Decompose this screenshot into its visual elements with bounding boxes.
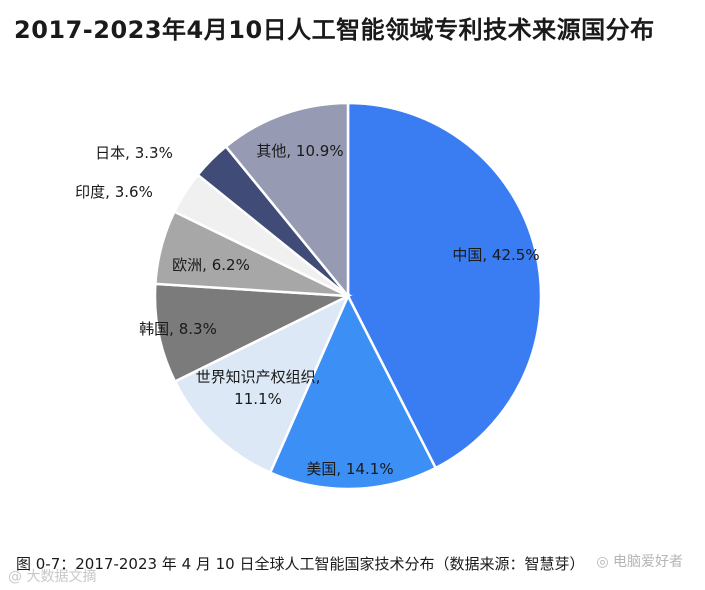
pie-slice-1 — [346, 101, 543, 470]
slice-label-6: 印度, 3.6% — [75, 183, 153, 201]
slice-label-5: 欧洲, 6.2% — [172, 256, 250, 274]
pie-slice-2 — [268, 293, 438, 491]
pie-slice-4 — [153, 282, 353, 384]
slice-label-2: 美国, 14.1% — [306, 460, 393, 478]
figure-caption: 图 0-7：2017-2023 年 4 月 10 日全球人工智能国家技术分布（数… — [16, 555, 585, 573]
watermark-left: @ 大数据文摘 — [8, 569, 97, 585]
chart-title: 2017-2023年4月10日人工智能领域专利技术来源国分布 — [14, 16, 655, 44]
watermark-right: ◎ 电脑爱好者 — [596, 554, 683, 570]
slice-label-8: 其他, 10.9% — [256, 142, 343, 160]
slice-label-1: 中国, 42.5% — [452, 246, 539, 264]
slice-label-3: 世界知识产权组织, 11.1% — [196, 368, 321, 408]
pie-slice-3 — [173, 293, 351, 475]
pie-slice-8 — [224, 101, 350, 300]
slice-label-7: 日本, 3.3% — [95, 144, 173, 162]
slice-label-4: 韩国, 8.3% — [139, 320, 217, 338]
